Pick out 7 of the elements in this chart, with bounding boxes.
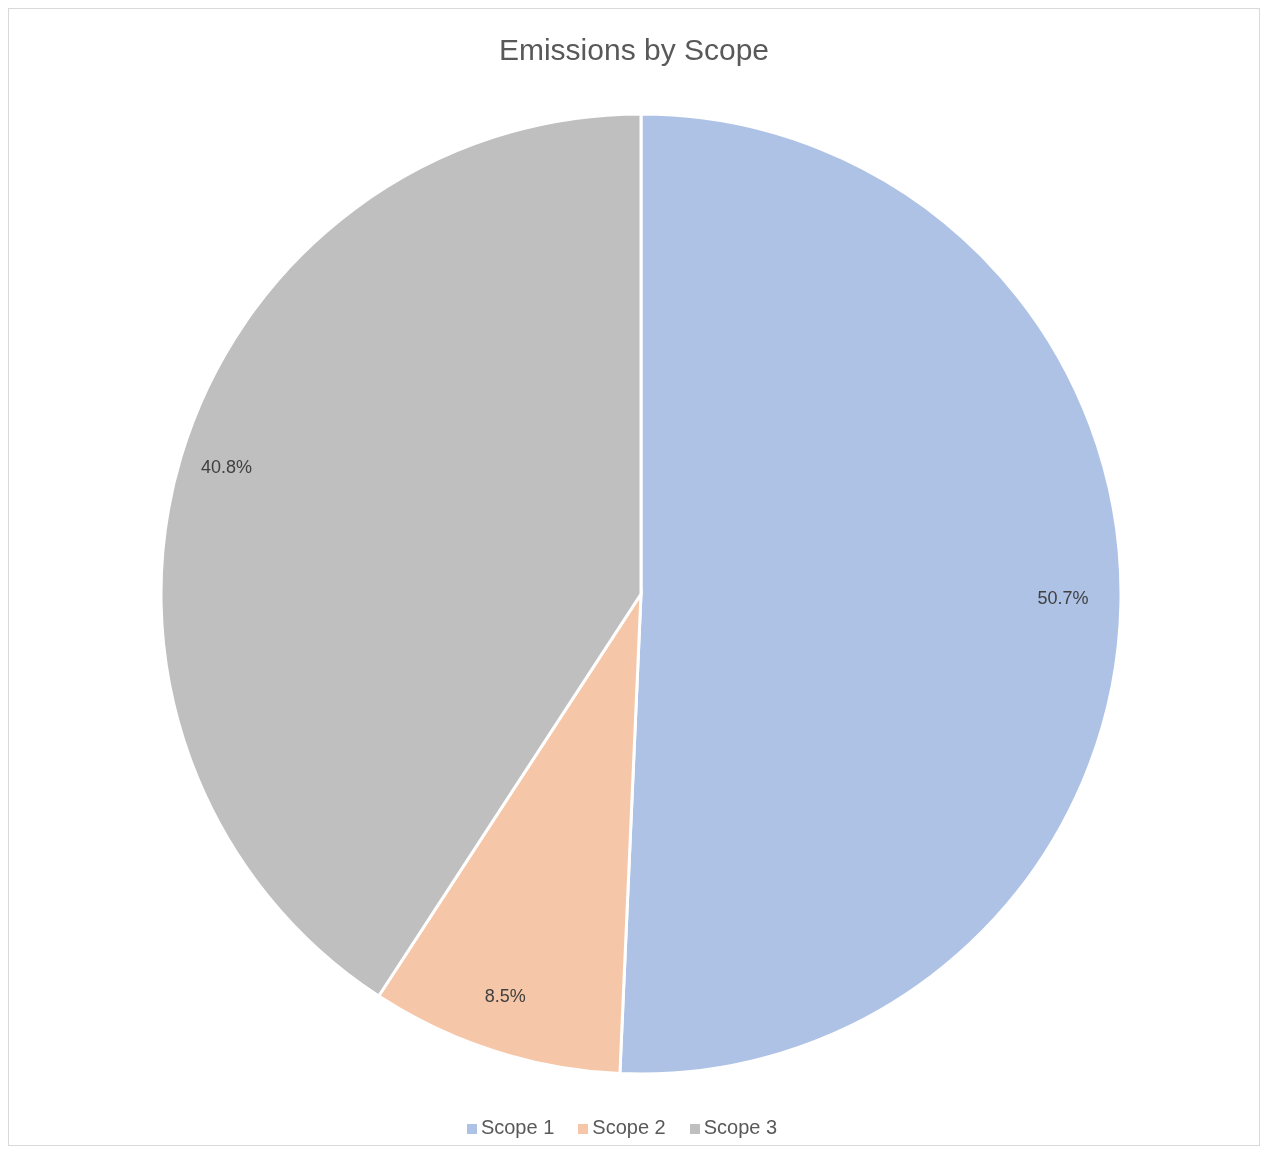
legend-label: Scope 1 — [480, 1116, 555, 1138]
legend-label: Scope 3 — [703, 1116, 778, 1138]
data-label: 50.7% — [1037, 588, 1089, 609]
legend-label: Scope 2 — [592, 1116, 666, 1138]
data-label: 40.8% — [201, 457, 253, 478]
data-label: 8.5% — [484, 985, 526, 1006]
chart-title: Emissions by Scope — [497, 33, 771, 67]
